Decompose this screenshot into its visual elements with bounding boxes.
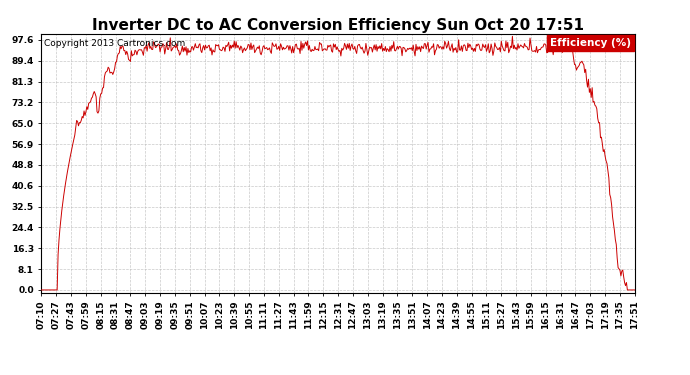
Title: Inverter DC to AC Conversion Efficiency Sun Oct 20 17:51: Inverter DC to AC Conversion Efficiency …: [92, 18, 584, 33]
Text: Copyright 2013 Cartronics.com: Copyright 2013 Cartronics.com: [44, 39, 186, 48]
Text: Efficiency (%): Efficiency (%): [550, 38, 631, 48]
